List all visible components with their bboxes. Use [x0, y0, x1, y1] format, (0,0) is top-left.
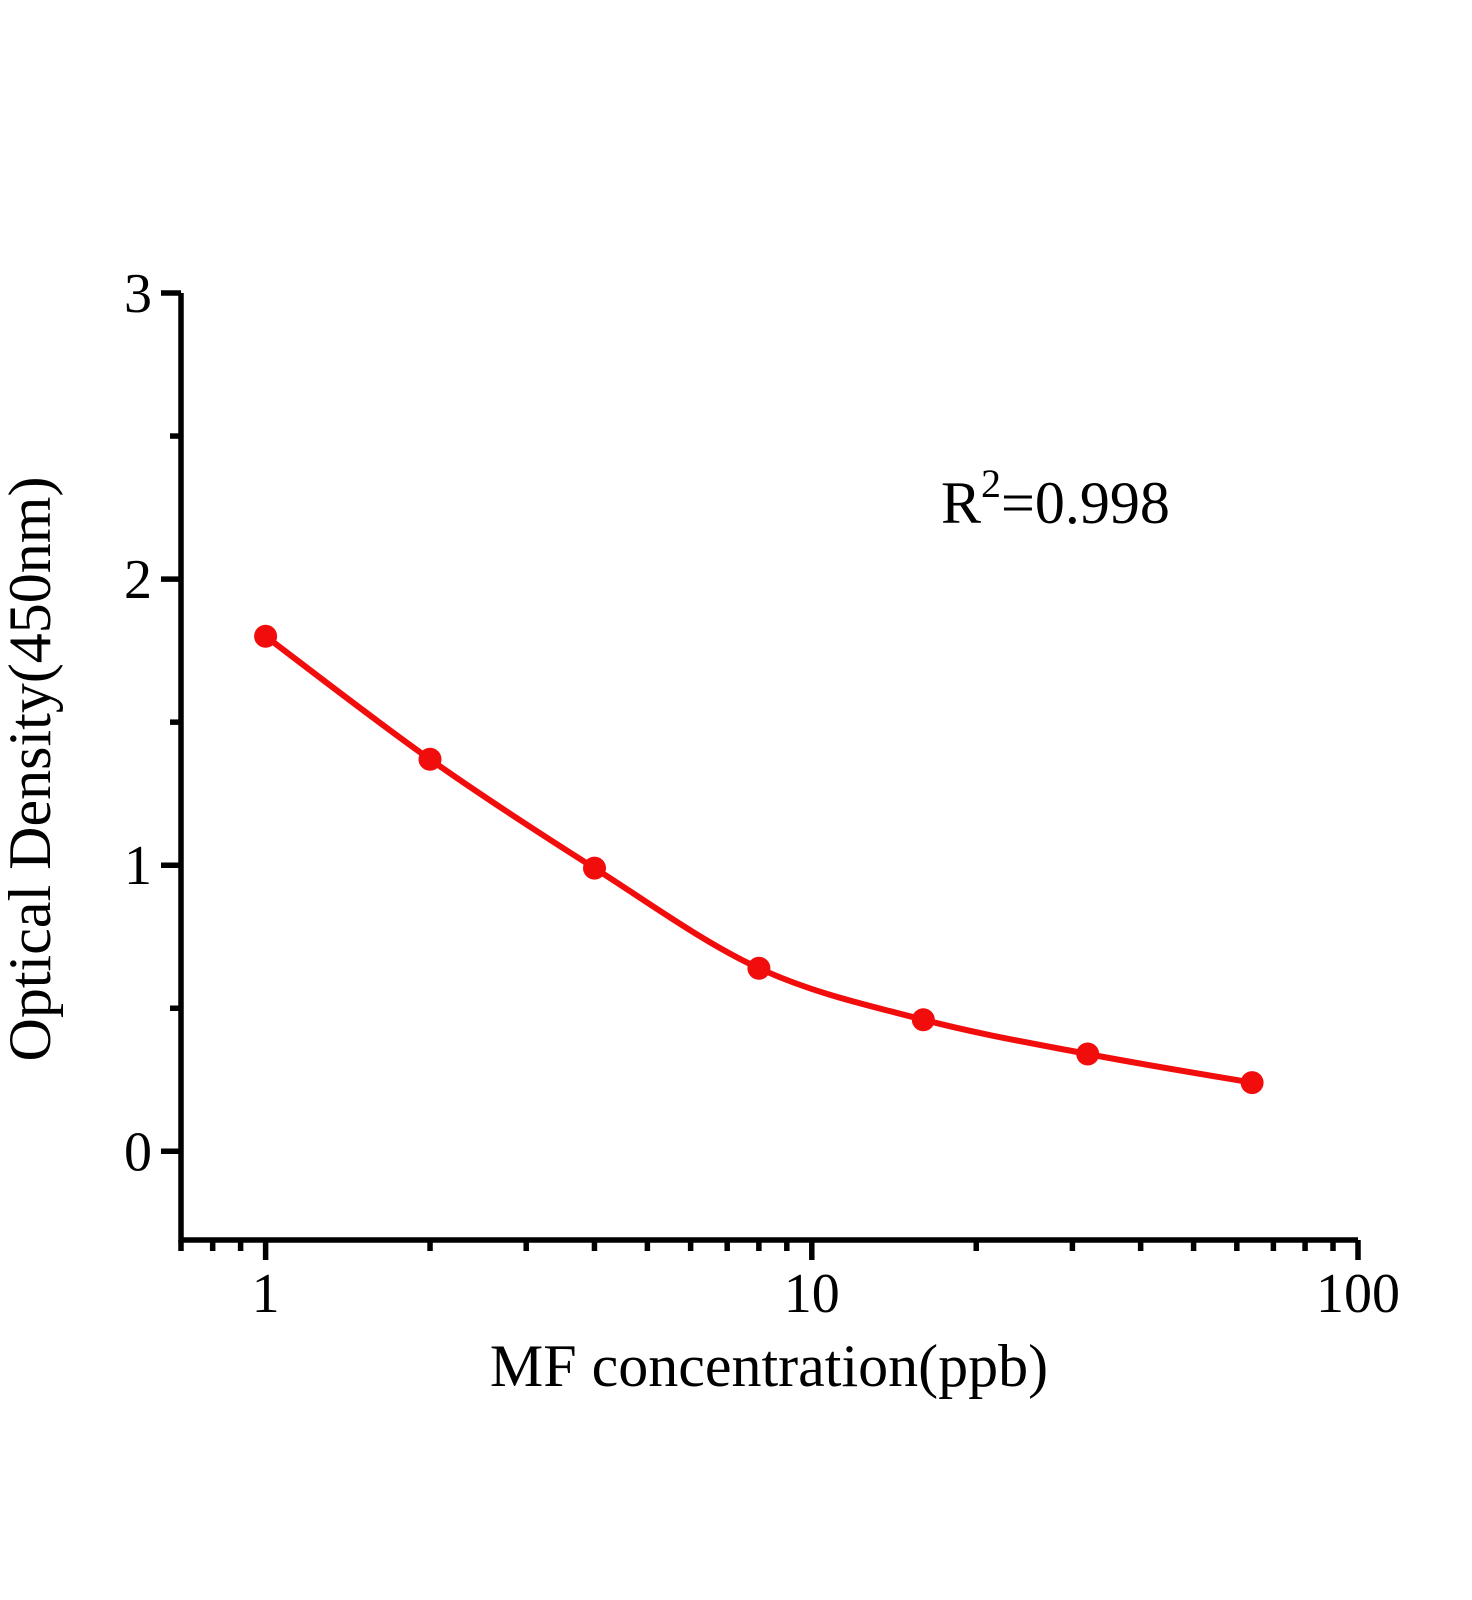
y-tick-label: 1	[124, 835, 152, 897]
r-squared-annotation: R2=0.998	[941, 461, 1170, 536]
axes-frame	[178, 293, 1358, 1243]
x-axis-title: MF concentration(ppb)	[490, 1333, 1048, 1399]
data-point-marker	[911, 1008, 935, 1032]
y-axis-title: Optical Density(450nm)	[0, 477, 63, 1062]
data-point-marker	[254, 624, 278, 648]
y-tick-label: 2	[124, 549, 152, 611]
data-point-marker	[1240, 1071, 1264, 1095]
data-point-marker	[1076, 1042, 1100, 1066]
data-point-marker	[747, 956, 771, 980]
y-tick-label: 3	[124, 263, 152, 325]
chart-generated-layer: 0 1 2 3 1 10 100	[124, 263, 1400, 1325]
data-point-marker	[418, 747, 442, 771]
r-squared-superscript: 2	[981, 461, 1001, 506]
x-tick-label: 1	[252, 1263, 280, 1325]
y-tick-label: 0	[124, 1121, 152, 1183]
r-squared-value: =0.998	[1001, 470, 1170, 536]
x-tick-label: 100	[1316, 1263, 1400, 1325]
fitted-curve	[262, 633, 1256, 1086]
data-point-marker	[583, 856, 606, 880]
x-tick-label: 10	[784, 1263, 840, 1325]
r-squared-base: R	[941, 470, 981, 536]
